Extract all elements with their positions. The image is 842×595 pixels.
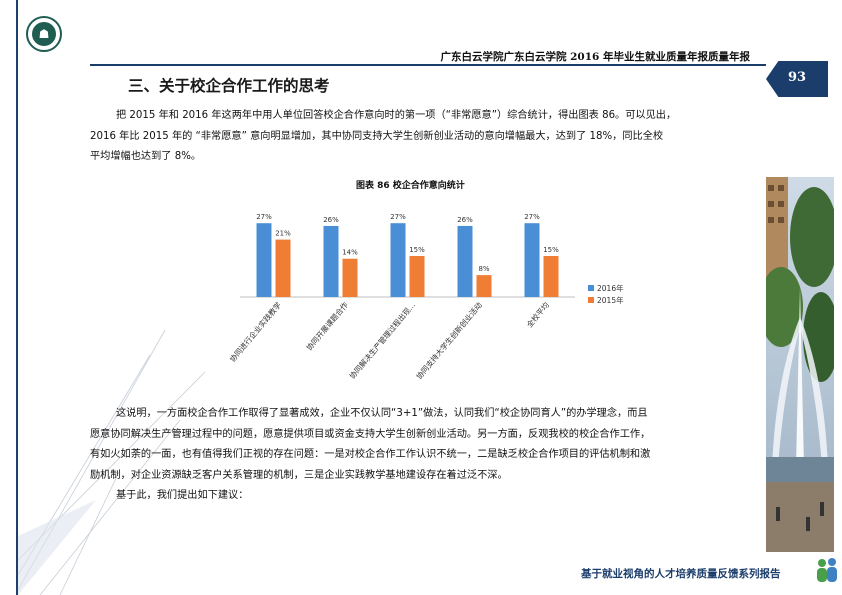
data-label: 15% [543,246,559,254]
header-title: 广东白云学院广东白云学院 2016 年毕业生就业质量年报质量年报 [440,51,750,63]
bar-2015年-3 [476,275,492,297]
campus-fountain-photo [766,177,834,552]
data-label: 8% [478,265,489,273]
data-label: 27% [390,213,406,221]
data-label: 26% [457,216,473,224]
legend-swatch [588,297,594,303]
legend-swatch [588,285,594,291]
intro-line: 2016 年比 2015 年的 “非常愿意” 意向明显增加，其中协同支持大学生创… [90,130,664,142]
analysis-paragraph: 这说明，一方面校企合作工作取得了显著成效，企业不仅认同“3+1”做法，认同我们“… [90,404,758,507]
header-rule [90,64,766,66]
data-label: 15% [409,246,425,254]
left-border-line [16,0,18,595]
bar-2015年-0 [275,239,291,297]
intro-paragraph: 把 2015 年和 2016 年这两年中用人单位回答校企合作意向时的第一项（“非… [90,106,758,168]
category-label: 协同进行企业实践教学 [230,299,283,363]
analysis-line: 有如火如荼的一面，也有值得我们正视的存在问题：一是对校企合作工作认识不统一，二是… [90,449,651,460]
chart-title: 图表 86 校企合作意向统计 [356,181,465,191]
page-number-tab: 93 [766,61,828,97]
data-label: 27% [524,213,540,221]
intro-line: 把 2015 年和 2016 年这两年中用人单位回答校企合作意向时的第一项（“非… [116,110,677,121]
data-label: 27% [256,213,272,221]
footer-title: 基于就业视角的人才培养质量反馈系列报告 [581,568,781,580]
bar-2016年-3 [457,225,473,297]
bar-2016年-2 [390,223,406,297]
intro-line: 平均增幅也达到了 8%。 [90,151,202,162]
analysis-line: 愿意协同解决生产管理过程中的问题，愿意提供项目或资金支持大学生创新创业活动。另一… [90,428,651,440]
bar-2016年-0 [256,223,272,297]
bar-2016年-4 [524,223,540,297]
page-number: 93 [788,70,807,85]
bar-2015年-4 [543,256,559,297]
category-label: 协同支持大学生创新创业活动 [414,299,485,380]
data-label: 14% [342,249,358,257]
category-label: 全校平均 [524,300,551,329]
bar-2016年-1 [323,225,339,297]
legend-label: 2016年 [597,283,624,293]
bar-chart: 27% 21% 协同进行企业实践教学 26% 14% 协同开展课题合作 27% 15% 协同解决… [230,213,624,381]
category-label: 协同开展课题合作 [304,299,351,352]
college-seal-icon: ☗ [26,16,62,52]
category-label: 协同解决生产管理过程出现... [347,300,417,381]
data-label: 21% [275,230,291,238]
data-label: 26% [323,216,339,224]
analysis-line: 励机制，对企业资源缺乏客户关系管理的机制，三是企业实践教学基地建设存在着过泛不深… [90,469,508,481]
closing-line: 基于此，我们提出如下建议： [116,490,249,501]
bar-2015年-2 [409,256,425,297]
analysis-line: 这说明，一方面校企合作工作取得了显著成效，企业不仅认同“3+1”做法，认同我们“… [116,408,648,419]
section-title: 三、关于校企合作工作的思考 [128,77,330,95]
legend-label: 2015年 [597,295,624,305]
bar-2015年-1 [342,258,358,297]
people-icon [817,558,837,582]
